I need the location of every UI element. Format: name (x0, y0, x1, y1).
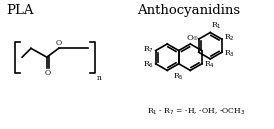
Text: PLA: PLA (6, 4, 34, 17)
Text: O: O (187, 34, 194, 42)
Text: ⊕: ⊕ (193, 36, 198, 41)
Text: O: O (45, 69, 51, 77)
Text: R$_2$: R$_2$ (224, 33, 235, 43)
Text: R$_4$: R$_4$ (204, 59, 215, 70)
Text: R$_5$: R$_5$ (173, 72, 184, 82)
Text: R$_7$: R$_7$ (143, 44, 154, 55)
Text: R$_3$: R$_3$ (224, 48, 235, 59)
Text: R$_1$: R$_1$ (211, 21, 222, 31)
Text: O: O (56, 39, 62, 47)
Text: Anthocyanidins: Anthocyanidins (137, 4, 240, 17)
Text: R$_1$ - R$_7$ = -H, -OH, -OCH$_3$: R$_1$ - R$_7$ = -H, -OH, -OCH$_3$ (147, 107, 246, 117)
Text: R$_6$: R$_6$ (143, 59, 154, 70)
Text: n: n (97, 74, 102, 82)
